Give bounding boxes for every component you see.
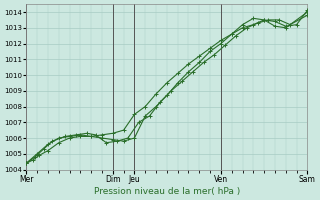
X-axis label: Pression niveau de la mer( hPa ): Pression niveau de la mer( hPa ) (94, 187, 240, 196)
